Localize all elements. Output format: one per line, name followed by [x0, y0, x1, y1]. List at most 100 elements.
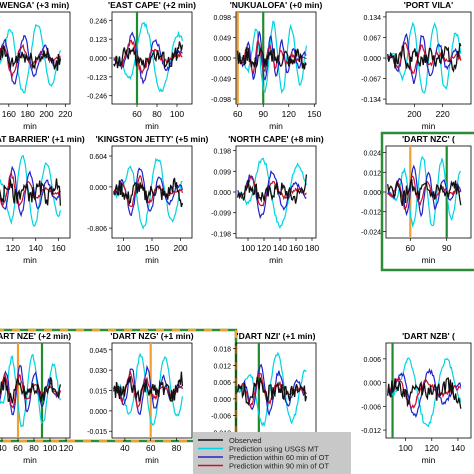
x-tick-label: 60 [233, 109, 243, 119]
y-tick-label: 0.198 [213, 149, 231, 156]
panel-10: 'DART NZG' (+1 min) 40 60 80 min 0.045 0.030 0.… [87, 331, 194, 465]
y-tick-label: 0.000 [213, 397, 231, 404]
x-tick-label: 60 [132, 109, 142, 119]
panel-title: 'DART NZB' ( [402, 331, 455, 341]
x-axis-label: min [23, 455, 37, 465]
x-axis-label: min [422, 121, 436, 131]
panel-title: 'EAST CAPE' (+2 min) [108, 0, 196, 10]
x-tick-label: 100 [170, 109, 184, 119]
panel-6: 'KINGSTON JETTY' (+5 min) 100 150 200 min 0.6… [87, 134, 208, 265]
y-tick-label: -0.012 [361, 210, 381, 217]
x-tick-label: 40 [0, 443, 7, 453]
series-within60 [387, 32, 462, 85]
panel-frame [0, 11, 71, 105]
series-observed [113, 41, 184, 69]
x-tick-label: 140 [273, 243, 287, 253]
series-within60 [113, 31, 183, 85]
plot-area [113, 157, 184, 230]
panel-frame [0, 145, 71, 239]
x-tick-label: 150 [145, 243, 159, 253]
series-observed [236, 376, 308, 406]
series-within60 [0, 364, 61, 416]
legend-label: Observed [229, 436, 262, 445]
y-tick-label: 0.045 [89, 348, 107, 355]
y-tick-label: -0.098 [211, 97, 231, 104]
series-within60 [237, 169, 307, 220]
series-observed [0, 178, 62, 206]
x-tick-label: 90 [258, 109, 268, 119]
y-tick-label: 0.012 [213, 363, 231, 370]
x-tick-label: 160 [2, 109, 16, 119]
x-tick-label: 80 [152, 109, 162, 119]
y-tick-label: -0.012 [361, 428, 381, 435]
y-tick-label: 0.604 [89, 154, 107, 161]
y-tick-label: 0.067 [363, 35, 381, 42]
panel-12: 'DART NZB' (100 120 140 min 0.006 0.000 -0.006… [361, 331, 472, 465]
x-axis-label: min [269, 255, 283, 265]
plot-area [236, 12, 307, 104]
x-tick-label: 200 [407, 109, 421, 119]
series-within60 [0, 34, 61, 85]
x-axis-label: min [23, 255, 37, 265]
y-tick-label: 0.098 [213, 15, 231, 22]
series-usgs [0, 154, 61, 227]
panel-frame [0, 342, 71, 439]
x-tick-label: 120 [59, 443, 73, 453]
x-axis-label: min [145, 255, 159, 265]
panel-8: 'DART NZC' (60 90 min 0.024 0.012 0.000 -0.012… [361, 134, 472, 265]
y-tick-label: 0.099 [213, 169, 231, 176]
series-within60 [387, 164, 462, 218]
y-tick-label: -0.006 [211, 414, 231, 421]
x-tick-label: 120 [425, 443, 439, 453]
panel-title: 'KINGSTON JETTY' (+5 min) [96, 134, 209, 144]
y-tick-label: -0.015 [87, 429, 107, 436]
x-tick-label: 180 [305, 243, 319, 253]
y-tick-label: 0.000 [213, 190, 231, 197]
x-axis-label: min [422, 255, 436, 265]
y-tick-label: -0.134 [361, 97, 381, 104]
legend-bg [193, 432, 351, 474]
series-observed [112, 371, 184, 403]
x-tick-label: 140 [29, 243, 43, 253]
panel-frame [385, 342, 472, 439]
panel-title: 'OWENGA' (+3 min) [0, 0, 69, 10]
panel-7: 'NORTH CAPE' (+8 min) 100 120 140 160 180 min 0… [211, 134, 324, 265]
series-observed [387, 377, 462, 409]
plot-area [387, 146, 462, 238]
y-tick-label: 0.012 [363, 170, 381, 177]
y-tick-label: 0.000 [89, 185, 107, 192]
x-tick-label: 60 [13, 443, 23, 453]
y-tick-label: 0.246 [89, 18, 107, 25]
y-tick-label: -0.049 [211, 76, 231, 83]
plot-area [0, 343, 62, 438]
y-tick-label: -0.099 [211, 211, 231, 218]
legend-label: Prediction within 90 min of OT [229, 462, 329, 471]
y-tick-label: -0.198 [211, 231, 231, 238]
plot-area [0, 154, 62, 227]
y-tick-label: -0.123 [87, 75, 107, 82]
y-tick-label: 0.000 [363, 190, 381, 197]
y-tick-label: 0.000 [89, 409, 107, 416]
series-usgs [113, 157, 183, 230]
x-axis-label: min [422, 455, 436, 465]
panel-title: 'NORTH CAPE' (+8 min) [228, 134, 324, 144]
y-tick-label: 0.000 [213, 56, 231, 63]
panel-title: 'DART NZC' ( [402, 134, 455, 144]
plot-area [236, 157, 308, 229]
y-tick-label: 0.006 [213, 380, 231, 387]
x-tick-label: 100 [399, 443, 413, 453]
plot-area [387, 21, 462, 94]
y-tick-label: -0.006 [361, 404, 381, 411]
x-axis-label: min [269, 121, 283, 131]
series-observed [236, 46, 307, 70]
x-tick-label: 100 [116, 243, 130, 253]
y-tick-label: -0.246 [87, 94, 107, 101]
x-tick-label: 160 [289, 243, 303, 253]
y-tick-label: 0.000 [89, 56, 107, 63]
series-usgs [387, 21, 462, 94]
x-tick-label: 60 [146, 443, 156, 453]
series-observed [0, 45, 62, 71]
x-tick-label: 160 [51, 243, 65, 253]
